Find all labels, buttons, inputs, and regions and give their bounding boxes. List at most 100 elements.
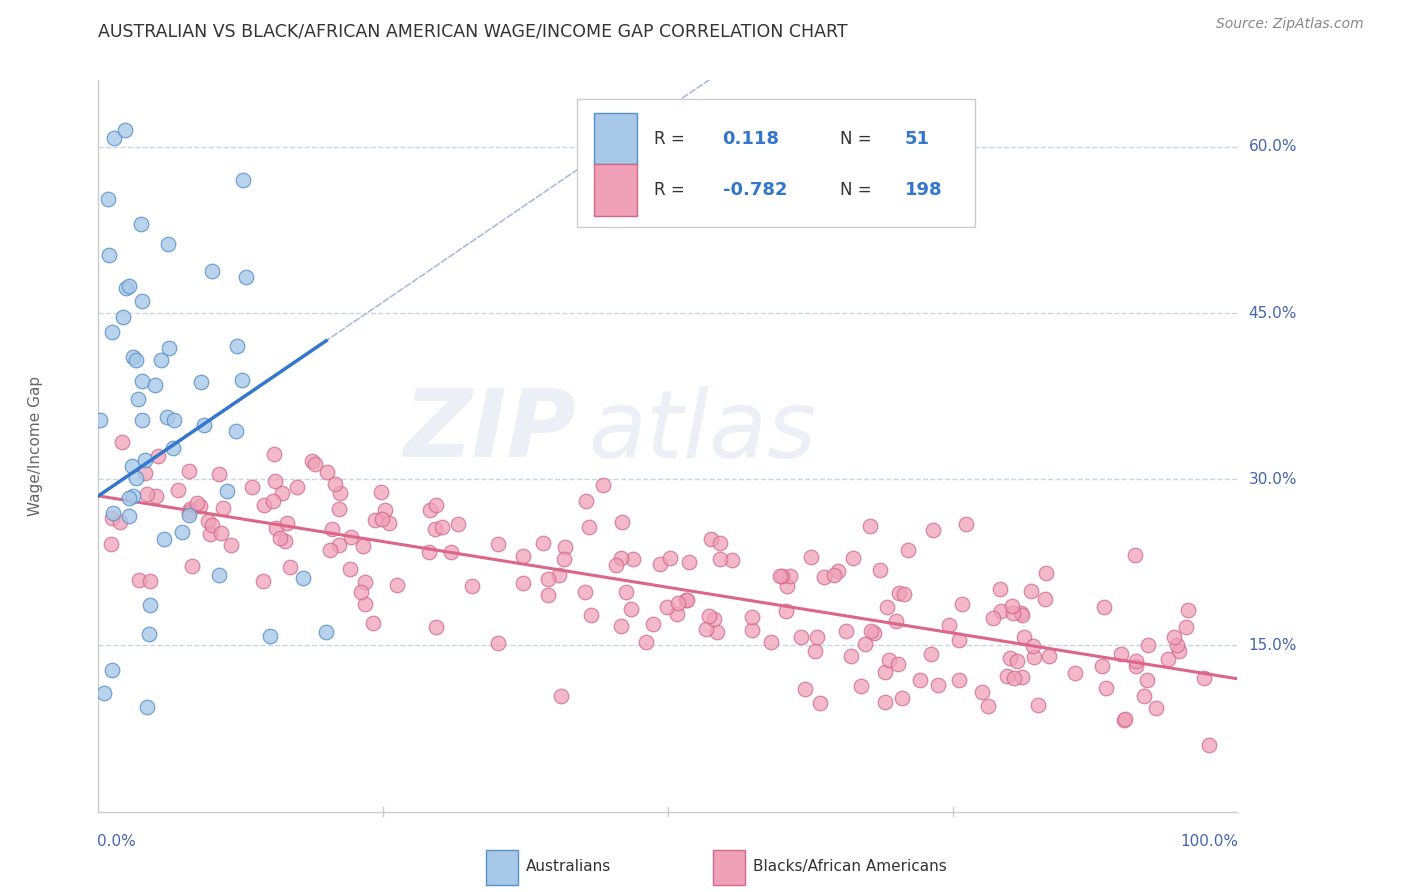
Point xyxy=(537,588,560,602)
Point xyxy=(970,685,993,699)
Point xyxy=(1007,654,1029,668)
Point xyxy=(1001,599,1024,613)
Point xyxy=(156,410,179,425)
Point xyxy=(101,507,124,521)
Point xyxy=(610,618,633,632)
Point xyxy=(938,617,960,632)
Point xyxy=(152,532,174,546)
Point xyxy=(108,515,131,529)
Point xyxy=(115,281,138,295)
Point xyxy=(1012,630,1035,644)
Text: Australians: Australians xyxy=(526,859,610,874)
Point xyxy=(440,545,463,559)
Point xyxy=(100,511,122,525)
Point xyxy=(124,353,146,368)
Point xyxy=(425,620,447,634)
Point xyxy=(97,192,120,206)
Point xyxy=(321,522,343,536)
Point xyxy=(887,657,910,671)
Point xyxy=(350,585,373,599)
Point xyxy=(893,586,915,600)
Point xyxy=(823,567,845,582)
Point xyxy=(264,521,287,535)
Point xyxy=(1112,713,1135,727)
Point xyxy=(804,644,827,658)
Point xyxy=(121,489,143,503)
Point xyxy=(117,508,139,523)
Point xyxy=(211,500,233,515)
Point xyxy=(1033,591,1056,606)
Point xyxy=(1174,620,1197,634)
Point xyxy=(842,551,865,566)
Point xyxy=(179,502,201,516)
Point xyxy=(869,563,891,577)
Point xyxy=(134,466,156,480)
Point xyxy=(800,549,823,564)
Point xyxy=(948,673,970,687)
Point xyxy=(990,604,1012,618)
Text: 30.0%: 30.0% xyxy=(1249,472,1296,487)
Text: Blacks/African Americans: Blacks/African Americans xyxy=(754,859,948,874)
Point xyxy=(97,248,120,262)
Point xyxy=(139,598,162,612)
Point xyxy=(779,569,801,583)
Point xyxy=(370,485,392,500)
Point xyxy=(827,565,849,579)
Point xyxy=(741,623,763,637)
Point xyxy=(418,503,440,517)
Point xyxy=(581,608,603,623)
Point xyxy=(418,544,440,558)
Bar xyxy=(593,164,637,216)
Point xyxy=(695,622,717,636)
Point xyxy=(859,518,882,533)
Point xyxy=(948,633,970,648)
Point xyxy=(1011,608,1033,623)
Point xyxy=(377,516,399,530)
Point xyxy=(531,536,554,550)
Bar xyxy=(485,850,517,885)
Point xyxy=(371,512,394,526)
Point xyxy=(157,342,180,356)
Point xyxy=(648,558,671,572)
Point xyxy=(666,596,689,610)
Point xyxy=(274,533,297,548)
Point xyxy=(922,523,945,537)
Text: atlas: atlas xyxy=(588,386,817,477)
Point xyxy=(721,552,744,566)
Point xyxy=(118,491,141,505)
Point xyxy=(709,552,731,566)
Point xyxy=(1136,638,1159,652)
Point xyxy=(114,123,136,137)
Point xyxy=(1157,652,1180,666)
Point xyxy=(1002,606,1025,620)
Point xyxy=(374,503,396,517)
Point xyxy=(1109,647,1132,661)
Point xyxy=(776,579,799,593)
Point xyxy=(703,612,725,626)
Point xyxy=(955,517,977,532)
Point xyxy=(988,582,1011,596)
Point xyxy=(215,483,238,498)
Text: N =: N = xyxy=(839,130,872,148)
Point xyxy=(162,413,184,427)
Point xyxy=(981,611,1004,625)
Point xyxy=(1022,639,1045,653)
Point xyxy=(180,559,202,574)
Point xyxy=(839,648,862,663)
Point xyxy=(605,558,627,572)
Point xyxy=(148,449,170,463)
Point xyxy=(908,673,931,688)
Point xyxy=(219,538,242,552)
Point xyxy=(339,530,361,544)
Text: 0.0%: 0.0% xyxy=(97,834,136,848)
Point xyxy=(1026,698,1049,712)
Point xyxy=(131,375,153,389)
Point xyxy=(1168,644,1191,658)
Point xyxy=(131,413,153,427)
Point xyxy=(769,569,792,583)
Point xyxy=(121,351,143,365)
Point xyxy=(770,568,793,582)
Point xyxy=(198,527,221,541)
Point xyxy=(208,467,231,481)
Point xyxy=(548,568,571,582)
